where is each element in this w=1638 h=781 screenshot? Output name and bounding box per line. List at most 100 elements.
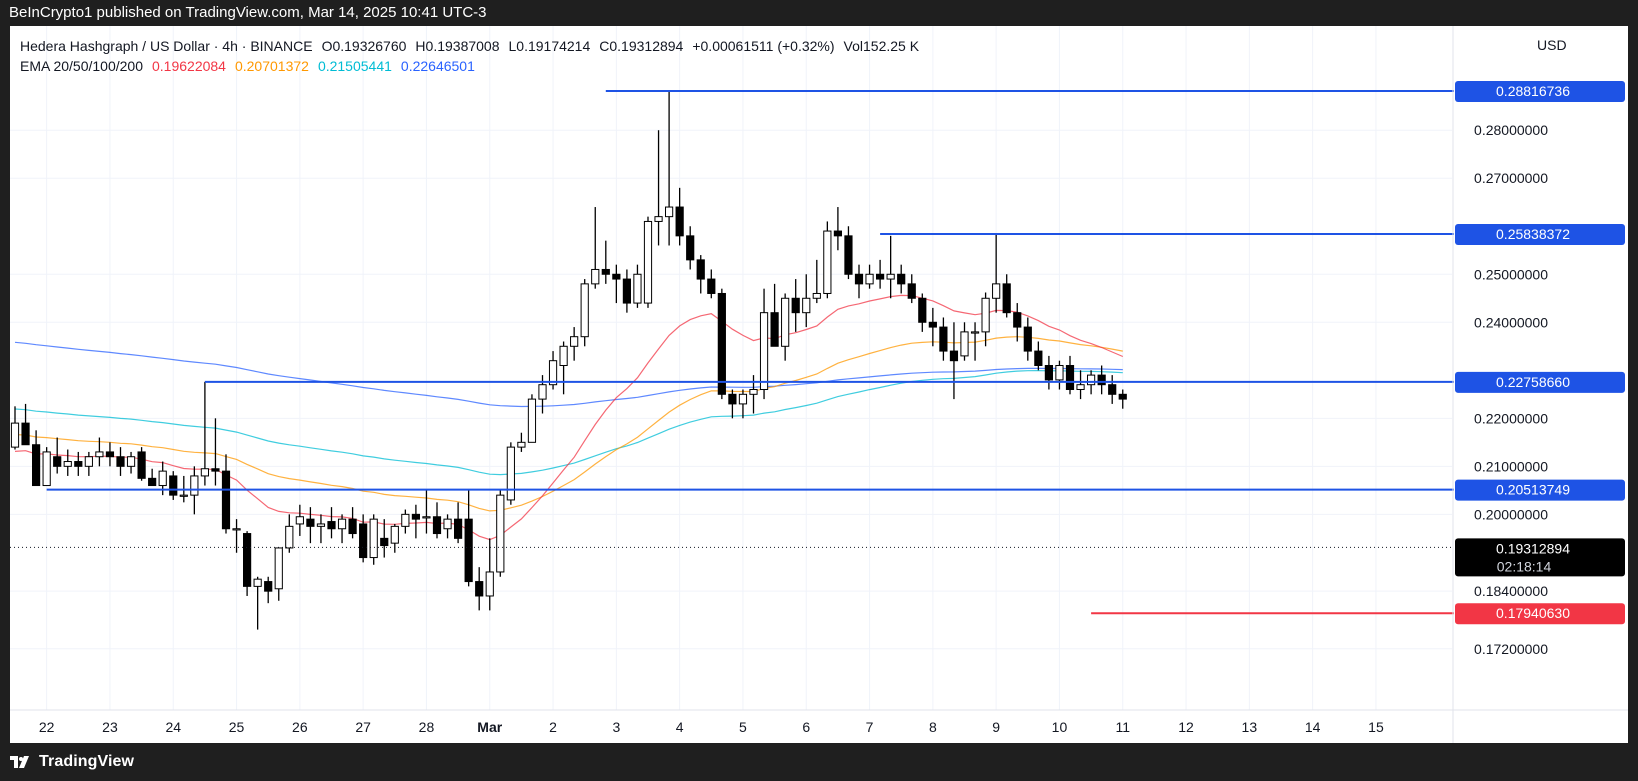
price-tick-label: 0.27000000 [1474,170,1548,186]
candle-body [432,516,442,535]
ema-label[interactable]: EMA 20/50/100/200 [20,58,143,74]
open-value: O0.19326760 [321,38,407,54]
symbol-label[interactable]: Hedera Hashgraph / US Dollar · 4h · BINA… [20,38,313,54]
publisher-bar: BeInCrypto1 published on TradingView.com… [0,0,1638,26]
time-tick-label: 26 [292,719,308,735]
candle [1076,370,1085,400]
last-price-label: 0.19312894 [1496,540,1570,556]
candle-body [992,283,1001,299]
candle [84,451,93,476]
candle [285,514,294,553]
candle-body [949,350,959,362]
time-tick-label: 4 [676,719,684,735]
chart-frame[interactable] [10,26,1628,743]
candle [749,375,758,414]
candle-body [74,461,83,467]
candle-body [401,513,410,527]
candle [802,274,811,328]
ohlc-row: Hedera Hashgraph / US Dollar · 4h · BINA… [20,36,919,56]
candle-body [1034,350,1043,366]
candle [380,519,389,558]
resistance-level-badge [1455,371,1625,393]
resistance-level-badge [1455,479,1625,501]
candle [53,437,62,474]
ema50-value: 0.20701372 [234,58,309,74]
candle [42,447,51,487]
candle [833,207,842,251]
change-value: +0.00061511 (+0.32%) [692,38,835,54]
candle-body [348,518,357,535]
candle [907,274,916,304]
time-tick-label: 22 [39,719,55,735]
candle-body [137,451,146,479]
candle [781,293,790,361]
candle [21,403,30,446]
candle [738,389,748,419]
candle-body [907,283,916,299]
candle [443,514,452,539]
candle [612,264,621,304]
candle-body [738,393,748,405]
candle-body [116,456,125,467]
time-tick-label: 24 [165,719,181,735]
candle [570,327,579,361]
time-tick-label: 14 [1305,719,1321,735]
candle-body [939,326,948,352]
level-badge-label: 0.25838372 [1496,226,1570,242]
candle-body [253,578,262,587]
candle-body [454,518,463,539]
candle-body [1044,364,1054,381]
candle [1097,365,1106,395]
candle [580,279,589,347]
candle [559,341,568,395]
price-tick-label: 0.17200000 [1474,641,1548,657]
candle [770,283,779,347]
publisher-text: BeInCrypto1 published on TradingView.com… [9,4,487,21]
candle [295,504,304,536]
time-axis[interactable]: 22 23 24 25 26 27 28 Mar 2 3 4 5 6 7 8 9 10 11 12 13 14 15 [10,709,1628,735]
candle [759,288,769,400]
candle [274,547,283,601]
time-tick-label: 6 [802,719,810,735]
support-level-badge [1455,603,1625,625]
candle-body [327,521,336,530]
candle-body [221,470,231,530]
candle [654,130,663,246]
candle [327,507,336,539]
ema-row: EMA 20/50/100/200 0.19622084 0.20701372 … [20,56,919,76]
candle [548,351,558,390]
price-axis[interactable]: 0.28000000 0.27000000 0.25000000 0.24000000… [1452,26,1548,743]
candle-body [517,441,526,448]
candle-body [1087,374,1096,386]
time-tick-label: 13 [1242,719,1258,735]
candle [432,502,442,539]
candle-body [10,422,20,448]
candle-body [200,468,210,477]
candle [1108,375,1117,404]
high-value: H0.19387008 [415,38,500,54]
candle-body [422,516,431,519]
candle-body [306,518,315,527]
close-value: C0.19312894 [599,38,684,54]
candle [348,507,357,539]
candle-body [876,273,885,280]
candle-body [390,525,399,544]
candle-body [169,475,178,496]
footer-brand[interactable]: TradingView [39,753,135,770]
level-badge-label: 0.17940630 [1496,605,1570,621]
footer: TradingView [0,743,1638,781]
candle [464,490,473,587]
candle [844,226,853,280]
candle [538,375,547,414]
candle [401,509,410,534]
candle [253,576,262,630]
candle-body [854,273,864,285]
currency-label[interactable]: USD [1537,37,1567,53]
ema-200-line [14,341,1123,408]
candle [1065,355,1075,395]
candle-body [538,384,547,400]
candle-body [981,297,990,333]
price-tick-label: 0.22000000 [1474,410,1548,426]
candle [854,264,864,299]
